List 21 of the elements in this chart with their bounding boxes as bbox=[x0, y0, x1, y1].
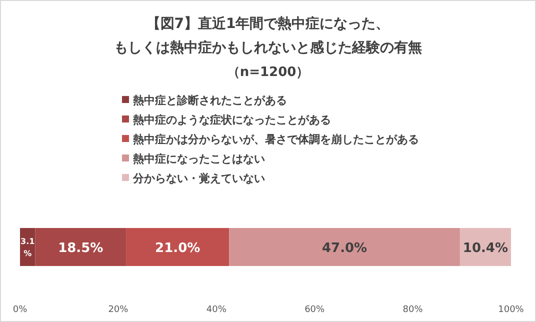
x-tick-label: 80% bbox=[402, 305, 424, 315]
x-tick-label: 0% bbox=[12, 305, 28, 315]
legend-label: 熱中症かは分からないが、暑さで体調を崩したことがある bbox=[132, 133, 419, 146]
data-label: 21.0% bbox=[155, 241, 200, 256]
legend-label: 熱中症のような症状になったことがある bbox=[132, 114, 331, 126]
chart-subtitle: （n=1200） bbox=[226, 65, 310, 80]
x-tick-label: 20% bbox=[108, 305, 129, 315]
x-tick-label: 100% bbox=[498, 305, 524, 315]
legend-label: 熱中症になったことはない bbox=[132, 152, 265, 166]
bar bbox=[229, 228, 460, 266]
data-label: 47.0% bbox=[322, 241, 368, 256]
data-label: 18.5% bbox=[58, 241, 104, 256]
bar bbox=[126, 228, 230, 266]
x-tick-label: 40% bbox=[206, 305, 227, 315]
data-label: 3.1% bbox=[20, 237, 36, 258]
data-label: 10.4% bbox=[462, 241, 508, 256]
x-tick-label: 60% bbox=[304, 305, 326, 315]
legend-label: 熱中症と診断されたことがある bbox=[132, 94, 287, 107]
chart-title: 【図7】直近1年間で熱中症になった、もしくは熱中症かもしれないと感じた経験の有無 bbox=[114, 15, 422, 56]
legend-label: 分からない・覚えていない bbox=[132, 172, 265, 185]
bar bbox=[35, 228, 126, 266]
